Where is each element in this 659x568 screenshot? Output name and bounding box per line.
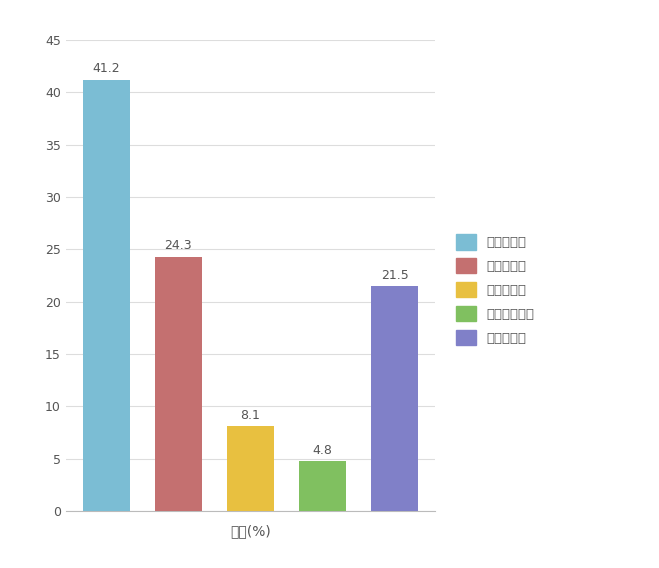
Text: 21.5: 21.5 bbox=[381, 269, 409, 282]
Text: 24.3: 24.3 bbox=[165, 240, 192, 252]
Bar bbox=[227, 427, 274, 511]
Text: 41.2: 41.2 bbox=[92, 62, 120, 76]
Bar bbox=[82, 80, 130, 511]
Bar bbox=[299, 461, 346, 511]
Text: 8.1: 8.1 bbox=[241, 409, 260, 422]
X-axis label: 비율(%): 비율(%) bbox=[230, 524, 271, 538]
Bar bbox=[371, 286, 418, 511]
Text: 4.8: 4.8 bbox=[312, 444, 333, 457]
Legend: 전혀아니다, 그렇지않다, 그저그렇다, 대체로그렇다, 매우그렇다: 전혀아니다, 그렇지않다, 그저그렇다, 대체로그렇다, 매우그렇다 bbox=[456, 235, 534, 345]
Bar bbox=[155, 257, 202, 511]
